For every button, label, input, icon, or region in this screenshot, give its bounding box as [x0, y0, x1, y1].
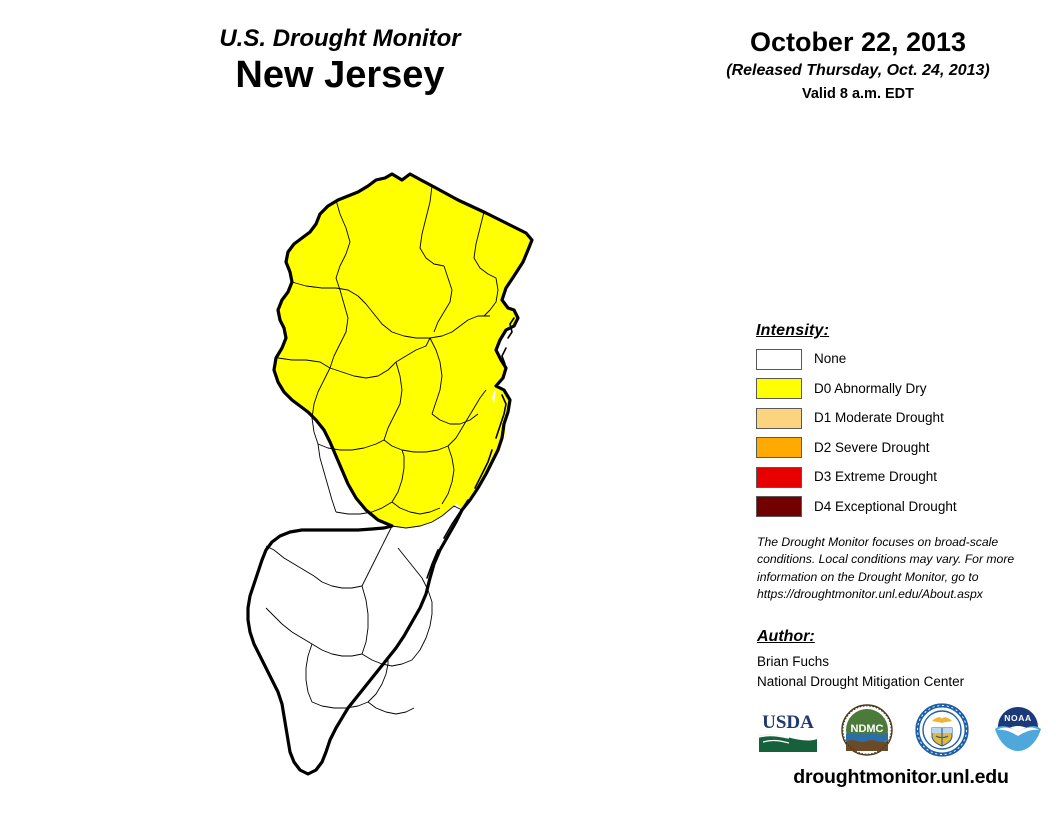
map-date: October 22, 2013 — [749, 27, 967, 57]
county-boundaries — [265, 185, 499, 715]
map-region-none — [248, 506, 462, 774]
map-region-d0 — [274, 174, 532, 528]
legend-item-d2: D2 Severe Drought — [756, 436, 1046, 460]
site-url: droughtmonitor.unl.edu — [793, 766, 1009, 788]
legend-item-d3: D3 Extreme Drought — [756, 465, 1046, 489]
legend-swatch-d4 — [756, 496, 802, 517]
usdc-seal-logo — [915, 702, 969, 762]
page-title: New Jersey — [235, 54, 445, 97]
noaa-logo: NOAA — [991, 704, 1045, 761]
state-outline — [246, 172, 534, 776]
legend-label-d3: D3 Extreme Drought — [814, 469, 938, 485]
drought-map — [196, 150, 616, 810]
new-jersey-map-svg — [246, 172, 534, 776]
legend-item-d0: D0 Abnormally Dry — [756, 377, 1046, 401]
legend-label-d2: D2 Severe Drought — [814, 439, 930, 455]
svg-text:USDA: USDA — [762, 712, 814, 733]
author-name: Brian Fuchs — [757, 654, 830, 669]
barrier-islands — [426, 317, 515, 579]
legend-heading: Intensity: — [756, 322, 830, 339]
legend-item-none: None — [756, 347, 1046, 371]
legend-label-d1: D1 Moderate Drought — [814, 410, 944, 426]
author-heading: Author: — [757, 628, 815, 645]
author-affiliation: National Drought Mitigation Center — [757, 673, 965, 689]
valid-time: Valid 8 a.m. EDT — [801, 85, 914, 102]
legend-swatch-d2 — [756, 437, 802, 458]
svg-text:NOAA: NOAA — [1004, 713, 1031, 723]
legend-swatch-none — [756, 348, 802, 370]
legend-swatch-d3 — [756, 466, 802, 488]
header-right: October 22, 2013 (Released Thursday, Oct… — [660, 27, 1056, 103]
legend: Intensity: None D0 Abnormally Dry D1 Mod… — [756, 322, 1046, 524]
ndmc-logo: NDMC — [841, 703, 893, 761]
disclaimer-text: The Drought Monitor focuses on broad-sca… — [757, 535, 1015, 601]
legend-swatch-d1 — [756, 407, 802, 429]
legend-label-none: None — [814, 351, 847, 367]
legend-label-d4: D4 Exceptional Drought — [814, 498, 957, 514]
author-block: Author: Brian Fuchs National Drought Mit… — [757, 628, 1037, 691]
legend-swatch-d0 — [756, 378, 802, 399]
map-region-d0-coast — [456, 386, 510, 510]
release-date: (Released Thursday, Oct. 24, 2013) — [726, 61, 990, 79]
legend-label-d0: D0 Abnormally Dry — [814, 380, 927, 396]
drought-class-boundary — [391, 505, 463, 529]
logo-row: USDA NDMC — [757, 702, 1045, 762]
program-title: U.S. Drought Monitor — [219, 25, 461, 52]
usda-logo: USDA — [757, 705, 819, 759]
svg-text:NDMC: NDMC — [851, 723, 884, 735]
header-left: U.S. Drought Monitor New Jersey — [60, 25, 620, 98]
legend-item-d1: D1 Moderate Drought — [756, 406, 1046, 430]
legend-item-d4: D4 Exceptional Drought — [756, 495, 1046, 519]
